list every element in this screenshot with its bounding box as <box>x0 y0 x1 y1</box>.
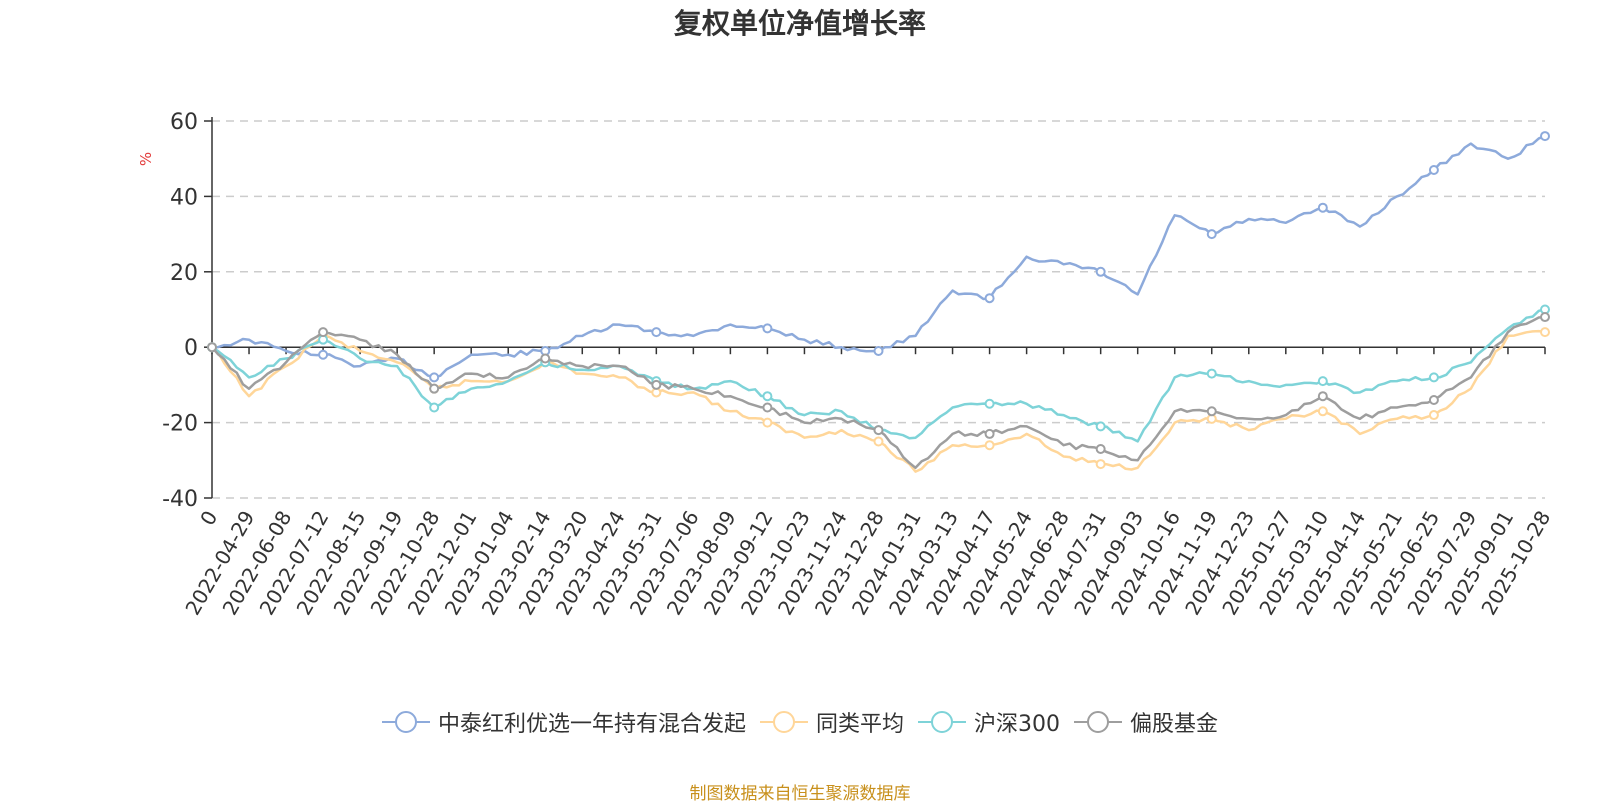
legend-item-equity-fund[interactable]: 偏股基金 <box>1074 706 1218 738</box>
data-point[interactable] <box>1317 376 1328 387</box>
data-point[interactable] <box>1206 229 1217 240</box>
data-point[interactable] <box>1428 165 1439 176</box>
data-point[interactable] <box>984 440 995 451</box>
data-source-note: 制图数据来自恒生聚源数据库 <box>689 784 911 804</box>
data-point[interactable] <box>873 345 884 356</box>
data-point[interactable] <box>1095 266 1106 277</box>
data-point[interactable] <box>984 428 995 439</box>
data-point[interactable] <box>1428 394 1439 405</box>
y-tick-label: 60 <box>170 110 198 135</box>
legend-marker-icon <box>1074 711 1122 733</box>
data-point[interactable] <box>1095 421 1106 432</box>
data-point[interactable] <box>1540 327 1550 338</box>
legend-marker-icon <box>759 711 808 733</box>
legend-label: 中泰红利优选一年持有混合发起 <box>437 712 746 737</box>
gridlines <box>212 120 1545 499</box>
data-point[interactable] <box>984 293 995 304</box>
data-point[interactable] <box>984 398 995 409</box>
series-lines <box>207 131 1550 473</box>
y-tick-label: 20 <box>170 261 198 286</box>
y-tick-label: 0 <box>184 336 198 361</box>
legend-marker-icon <box>918 711 966 733</box>
y-axis-unit: % <box>137 151 156 167</box>
data-point[interactable] <box>1206 368 1217 379</box>
data-point[interactable] <box>1428 410 1439 421</box>
y-tick-label: -20 <box>162 412 198 437</box>
data-point[interactable] <box>1428 372 1439 383</box>
data-point[interactable] <box>1095 443 1106 454</box>
legend-label: 沪深300 <box>974 712 1060 737</box>
series-line-2 <box>211 308 1546 443</box>
y-tick-label: -40 <box>162 487 198 512</box>
data-point[interactable] <box>318 349 329 360</box>
y-tick-labels: 60 40 20 0 -20 -40 <box>162 110 198 512</box>
data-point[interactable] <box>651 379 662 390</box>
data-point[interactable] <box>1317 391 1328 402</box>
x-tick-labels: 02022-04-292022-06-082022-07-122022-08-1… <box>180 507 1555 620</box>
data-point[interactable] <box>762 323 773 334</box>
legend-label: 偏股基金 <box>1130 712 1219 737</box>
data-point[interactable] <box>1317 202 1328 213</box>
data-point[interactable] <box>318 327 329 338</box>
data-point[interactable] <box>762 402 773 413</box>
data-point[interactable] <box>207 342 217 353</box>
data-point[interactable] <box>651 327 662 338</box>
data-point[interactable] <box>873 436 884 447</box>
x-tick-label: 0 <box>195 507 222 530</box>
data-point[interactable] <box>1095 459 1106 470</box>
data-point[interactable] <box>540 353 551 364</box>
data-point[interactable] <box>429 383 440 394</box>
legend-label: 同类平均 <box>815 712 904 737</box>
legend: 中泰红利优选一年持有混合发起 同类平均 沪深300 偏股基金 <box>0 706 1600 738</box>
data-point[interactable] <box>873 425 884 436</box>
data-point[interactable] <box>429 402 440 413</box>
data-point[interactable] <box>1540 131 1550 142</box>
data-point[interactable] <box>429 372 440 383</box>
y-tick-label: 40 <box>170 185 198 210</box>
legend-item-fund[interactable]: 中泰红利优选一年持有混合发起 <box>381 706 746 738</box>
data-point[interactable] <box>762 417 773 428</box>
data-point[interactable] <box>1206 406 1217 417</box>
data-point[interactable] <box>1540 312 1550 323</box>
legend-item-csi300[interactable]: 沪深300 <box>918 706 1060 738</box>
data-point[interactable] <box>1317 406 1328 417</box>
chart-title: 复权单位净值增长率 <box>673 7 926 40</box>
legend-marker-icon <box>381 711 430 733</box>
data-point[interactable] <box>762 391 773 402</box>
legend-item-peer-average[interactable]: 同类平均 <box>759 706 904 738</box>
series-line-0 <box>211 134 1546 379</box>
